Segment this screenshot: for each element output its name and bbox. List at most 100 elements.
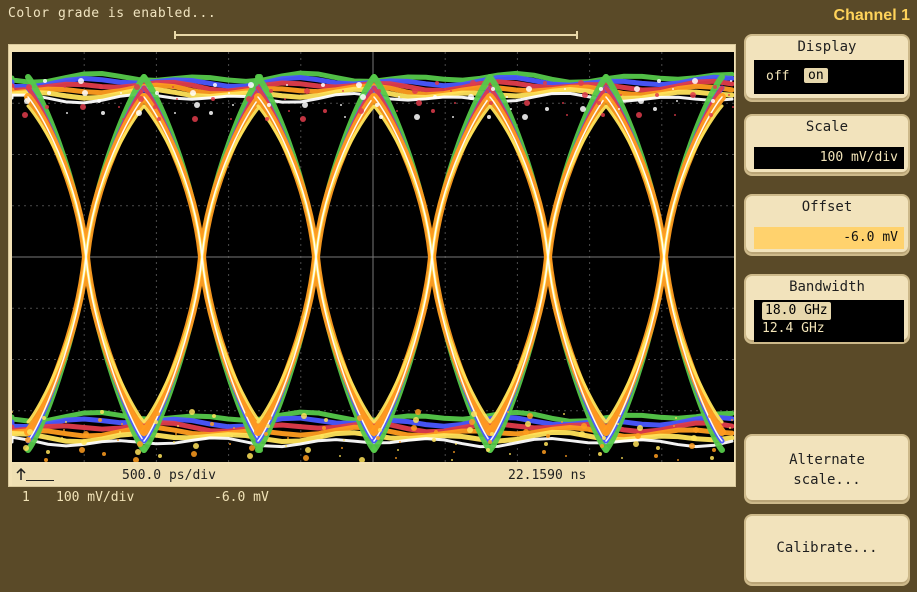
eye-noise-point	[357, 415, 363, 421]
eye-noise-point	[637, 425, 643, 431]
eye-noise-point	[729, 427, 731, 429]
eye-noise-point	[730, 80, 732, 82]
eye-noise-point	[617, 423, 619, 425]
calibrate-button[interactable]: Calibrate...	[744, 514, 910, 586]
eye-noise-point	[121, 423, 123, 425]
eye-noise-point	[340, 104, 342, 106]
eye-noise-point	[578, 80, 584, 86]
eye-noise-point	[634, 86, 640, 92]
bandwidth-softkey[interactable]: Bandwidth 18.0 GHz 12.4 GHz	[744, 274, 910, 344]
eye-noise-point	[44, 458, 48, 462]
eye-noise-point	[117, 439, 119, 441]
eye-noise-point	[525, 421, 531, 427]
eye-noise-point	[247, 453, 253, 459]
eye-noise-point	[656, 446, 660, 450]
eye-noise-point	[79, 447, 85, 453]
eye-noise-point	[47, 91, 51, 95]
eye-noise-point	[431, 109, 435, 113]
eye-noise-point	[377, 89, 381, 93]
time-base-footer: 500.0 ps/div 22.1590 ns	[12, 464, 734, 486]
eye-noise-point	[602, 436, 606, 440]
eye-noise-point	[654, 454, 658, 458]
eye-noise-point	[23, 445, 29, 451]
status-message: Color grade is enabled...	[8, 6, 217, 21]
eye-noise-point	[42, 416, 46, 420]
eye-noise-point	[731, 419, 733, 421]
eye-noise-point	[358, 108, 364, 114]
eye-noise-point	[360, 94, 366, 100]
eye-noise-point	[64, 86, 66, 88]
channel-scale-readout: 100 mV/div	[56, 490, 135, 505]
display-on-option[interactable]: on	[804, 68, 828, 83]
eye-noise-point	[523, 429, 529, 435]
eye-noise-point	[177, 425, 179, 427]
display-toggle[interactable]: off on	[754, 60, 904, 94]
offset-softkey[interactable]: Offset -6.0 mV	[744, 194, 910, 256]
eye-noise-point	[582, 92, 588, 98]
eye-noise-point	[657, 79, 661, 83]
channel-readout: 1 100 mV/div -6.0 mV	[12, 490, 332, 508]
eye-noise-point	[287, 437, 289, 439]
eye-noise-point	[191, 451, 197, 457]
display-off-option[interactable]: off	[766, 69, 790, 84]
eye-noise-point	[675, 417, 677, 419]
eye-noise-point	[469, 419, 475, 425]
eye-noise-point	[522, 114, 528, 120]
eye-noise-point	[83, 431, 89, 437]
bandwidth-option-12-4-ghz[interactable]: 12.4 GHz	[762, 321, 825, 336]
eye-noise-point	[711, 99, 715, 103]
eye-noise-point	[676, 100, 678, 102]
eye-noise-point	[490, 432, 494, 436]
eye-noise-point	[133, 457, 139, 462]
eye-noise-point	[66, 112, 68, 114]
bandwidth-option-18-ghz[interactable]: 18.0 GHz	[762, 302, 882, 320]
eye-noise-point	[22, 112, 28, 118]
eye-noise-point	[102, 452, 106, 456]
eye-noise-point	[435, 81, 439, 85]
eye-noise-point	[378, 428, 382, 432]
eye-noise-point	[713, 85, 717, 89]
alternate-scale-button[interactable]: Alternate scale...	[744, 434, 910, 504]
eye-noise-point	[693, 427, 699, 433]
eye-noise-point	[470, 80, 476, 86]
eye-noise-point	[156, 412, 160, 416]
display-softkey[interactable]: Display off on	[744, 34, 910, 102]
eye-noise-point	[80, 104, 86, 110]
eye-diagram-display[interactable]	[12, 52, 734, 462]
eye-noise-point	[82, 90, 88, 96]
eye-noise-point	[619, 415, 621, 417]
eye-noise-point	[710, 456, 714, 460]
eye-noise-point	[264, 432, 268, 436]
eye-noise-point	[267, 103, 271, 107]
eye-noise-point	[506, 96, 508, 98]
bandwidth-options[interactable]: 18.0 GHz 12.4 GHz	[754, 300, 904, 342]
scale-value-field[interactable]: 100 mV/div	[754, 147, 904, 169]
offset-value-field[interactable]: -6.0 mV	[754, 227, 904, 249]
eye-noise-point	[137, 441, 143, 447]
eye-noise-point	[231, 435, 233, 437]
eye-transition-trace	[489, 96, 607, 442]
eye-noise-point	[411, 425, 417, 431]
time-position-label: 22.1590 ns	[508, 468, 587, 483]
eye-noise-point	[175, 433, 177, 435]
eye-noise-point	[344, 116, 346, 118]
eye-noise-point	[562, 102, 564, 104]
eye-noise-point	[620, 94, 622, 96]
eye-noise-point	[636, 112, 642, 118]
eye-noise-point	[343, 439, 345, 441]
eye-noise-point	[453, 451, 455, 453]
eye-noise-point	[324, 418, 328, 422]
eye-noise-point	[27, 429, 33, 435]
eye-noise-point	[25, 437, 31, 443]
eye-noise-point	[305, 447, 311, 453]
scale-softkey[interactable]: Scale 100 mV/div	[744, 114, 910, 176]
eye-noise-point	[356, 82, 362, 88]
scale-label: Scale	[805, 119, 849, 135]
eye-noise-point	[677, 459, 679, 461]
eye-noise-point	[728, 94, 730, 96]
eye-noise-point	[155, 91, 159, 95]
eye-noise-point	[564, 88, 566, 90]
eye-noise-point	[672, 88, 674, 90]
eye-noise-point	[712, 448, 716, 452]
eye-transition-trace	[373, 96, 491, 442]
